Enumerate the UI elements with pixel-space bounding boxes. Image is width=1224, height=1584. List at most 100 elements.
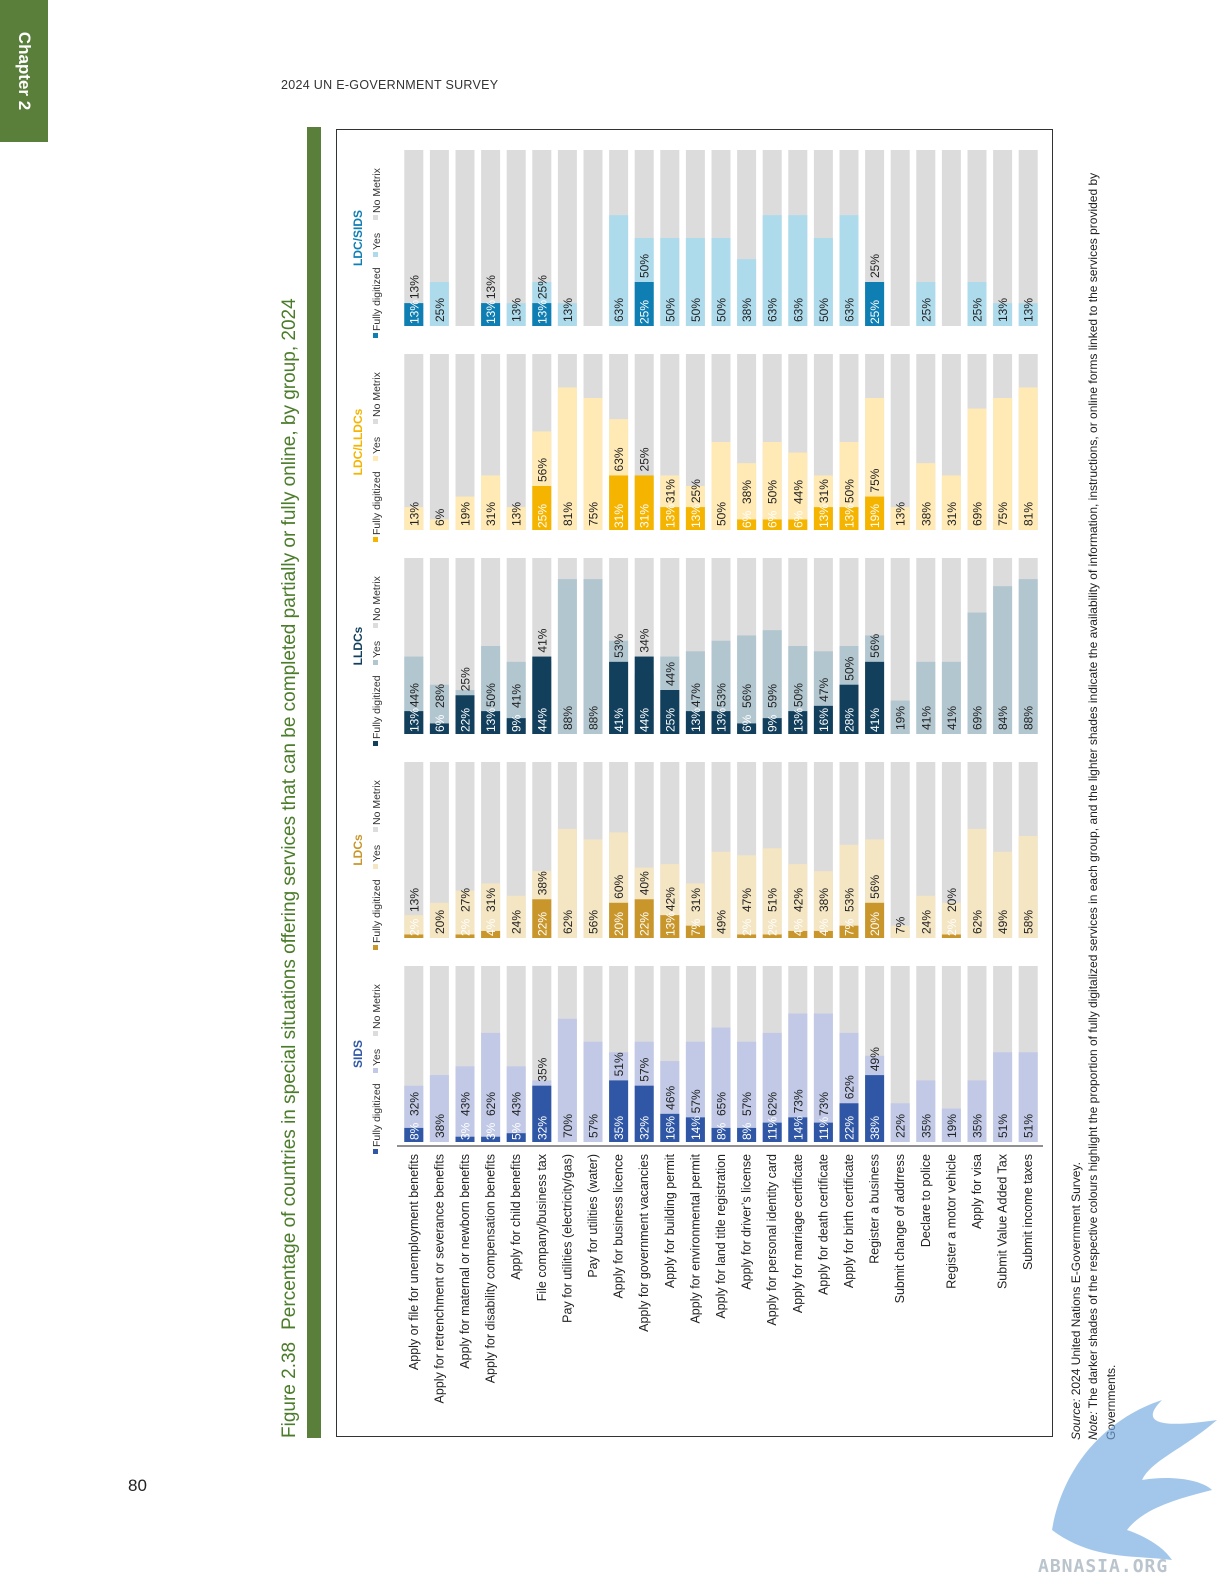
data-label-fully: 28% <box>843 708 857 732</box>
data-label-yes: 38% <box>535 871 549 895</box>
data-label-fully: 13% <box>484 300 498 324</box>
legend-swatch <box>373 1149 378 1154</box>
running-head: 2024 UN E-GOVERNMENT SURVEY <box>281 78 499 92</box>
data-label-yes: 50% <box>843 479 857 503</box>
data-label-fully: 25% <box>535 504 549 528</box>
bar-yes <box>916 282 936 326</box>
data-label-fully: 19% <box>868 504 882 528</box>
data-label-yes: 50% <box>663 298 677 322</box>
category-label: Apply or file for unemployment benefits <box>407 1154 421 1370</box>
data-label-yes: 31% <box>945 502 959 526</box>
data-label-yes: 57% <box>740 1092 754 1116</box>
bar-yes <box>967 612 987 734</box>
bar-no-metrix <box>890 762 910 938</box>
bar-fully-digitized <box>429 723 449 734</box>
data-label-fully: 3% <box>459 1122 473 1140</box>
data-label-yes: 70% <box>561 1114 575 1138</box>
data-label-yes: 25% <box>638 447 652 471</box>
data-label-yes: 31% <box>484 502 498 526</box>
bar-yes <box>737 259 757 326</box>
bar-fully-digitized <box>455 934 475 938</box>
data-label-yes: 56% <box>868 633 882 657</box>
bar-no-metrix <box>506 150 526 326</box>
data-label-yes: 20% <box>433 910 447 934</box>
bar-yes <box>737 855 757 938</box>
bar-yes <box>711 640 731 734</box>
data-label-yes: 57% <box>689 1089 703 1113</box>
data-label-fully: 14% <box>791 1116 805 1140</box>
bar-fully-digitized <box>660 915 680 938</box>
bar-yes <box>993 586 1013 734</box>
data-label-fully: 41% <box>612 708 626 732</box>
bar-fully-digitized <box>865 1075 885 1142</box>
bar-yes <box>557 303 577 326</box>
bar-yes <box>557 828 577 938</box>
data-label-fully: 32% <box>638 1116 652 1140</box>
data-label-yes: 84% <box>996 706 1010 730</box>
bar-fully-digitized <box>839 925 859 938</box>
legend-label: Yes <box>371 437 383 454</box>
data-label-fully: 13% <box>689 504 703 528</box>
bar-fully-digitized <box>609 902 629 938</box>
source-line: Source: 2024 United Nations E-Government… <box>1068 130 1085 1440</box>
data-label-fully: 9% <box>510 714 524 732</box>
data-label-yes: 53% <box>612 633 626 657</box>
data-label-fully: 6% <box>740 510 754 528</box>
data-label-yes: 6% <box>433 508 447 526</box>
data-label-yes: 19% <box>945 1114 959 1138</box>
data-label-yes: 88% <box>561 706 575 730</box>
data-label-yes: 34% <box>638 628 652 652</box>
bar-fully-digitized <box>865 661 885 734</box>
data-label-yes: 19% <box>894 706 908 730</box>
bar-fully-digitized <box>685 1117 705 1142</box>
legend-swatch <box>373 945 378 950</box>
bar-fully-digitized <box>839 507 859 530</box>
legend-label: Fully digitized <box>371 879 383 943</box>
category-label: Apply for land title registration <box>714 1154 728 1319</box>
data-label-fully: 44% <box>535 708 549 732</box>
data-label-yes: 75% <box>868 468 882 492</box>
data-label-yes: 56% <box>535 458 549 482</box>
legend-swatch <box>373 741 378 746</box>
data-label-yes: 43% <box>510 1092 524 1116</box>
data-label-yes: 50% <box>715 502 729 526</box>
legend-label: No Metrix <box>371 779 383 825</box>
legend-swatch <box>373 333 378 338</box>
bar-yes <box>429 684 449 734</box>
bar-no-metrix <box>481 150 501 326</box>
data-label-yes: 31% <box>817 479 831 503</box>
data-label-fully: 13% <box>663 912 677 936</box>
bar-no-metrix <box>506 762 526 938</box>
legend-swatch <box>373 419 378 424</box>
legend-swatch <box>373 252 378 257</box>
data-label-fully: 14% <box>689 1116 703 1140</box>
data-label-yes: 49% <box>868 1047 882 1071</box>
data-label-yes: 13% <box>407 275 421 299</box>
data-label-yes: 63% <box>612 298 626 322</box>
data-label-fully: 13% <box>843 504 857 528</box>
bar-fully-digitized <box>455 1136 475 1142</box>
bar-yes <box>711 1027 731 1142</box>
category-label: Apply for retrenchment or severance bene… <box>432 1154 446 1403</box>
bar-yes <box>762 215 782 326</box>
legend-label: Fully digitized <box>371 675 383 739</box>
legend-swatch <box>373 537 378 542</box>
bar-fully-digitized <box>609 1080 629 1142</box>
figure-title-bar <box>307 127 321 1438</box>
bar-yes <box>711 851 731 938</box>
data-label-fully: 2% <box>407 918 421 936</box>
legend-label: Yes <box>371 845 383 862</box>
bar-fully-digitized <box>506 718 526 734</box>
bar-fully-digitized <box>865 282 885 326</box>
data-label-yes: 50% <box>638 254 652 278</box>
data-label-yes: 63% <box>766 298 780 322</box>
category-label: Register a motor vehicle <box>944 1154 958 1289</box>
category-label: Apply for environmental permit <box>688 1153 702 1323</box>
bar-yes <box>506 895 526 938</box>
data-label-fully: 32% <box>535 1116 549 1140</box>
data-label-yes: 62% <box>971 910 985 934</box>
data-label-yes: 75% <box>996 502 1010 526</box>
data-label-fully: 6% <box>791 510 805 528</box>
legend-swatch <box>373 623 378 628</box>
data-label-yes: 63% <box>791 298 805 322</box>
